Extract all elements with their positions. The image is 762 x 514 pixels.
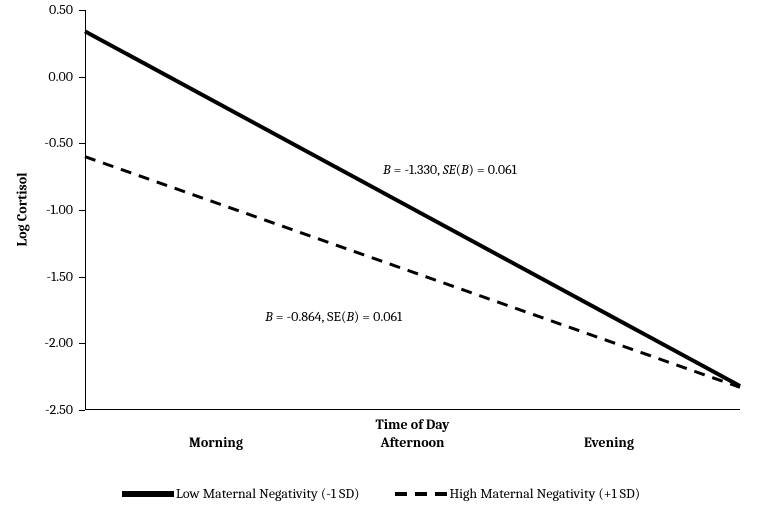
series-line bbox=[85, 31, 740, 386]
annotation: B = -0.864, SE(B) = 0.061 bbox=[265, 308, 402, 325]
legend-swatch bbox=[122, 491, 174, 497]
chart-container: 0.500.00-0.50-1.00-1.50-2.00-2.50 Mornin… bbox=[0, 0, 762, 514]
legend-item: Low Maternal Negativity (-1 SD) bbox=[122, 485, 360, 502]
legend-label: Low Maternal Negativity (-1 SD) bbox=[176, 485, 360, 502]
legend-item: High Maternal Negativity (+1 SD) bbox=[395, 485, 640, 502]
annotation: B = -1.330, SE(B) = 0.061 bbox=[383, 161, 517, 178]
legend: Low Maternal Negativity (-1 SD) High Mate… bbox=[0, 485, 762, 502]
legend-swatch bbox=[395, 492, 447, 496]
legend-label: High Maternal Negativity (+1 SD) bbox=[449, 485, 640, 502]
series-lines bbox=[0, 0, 762, 514]
series-line bbox=[85, 157, 740, 388]
